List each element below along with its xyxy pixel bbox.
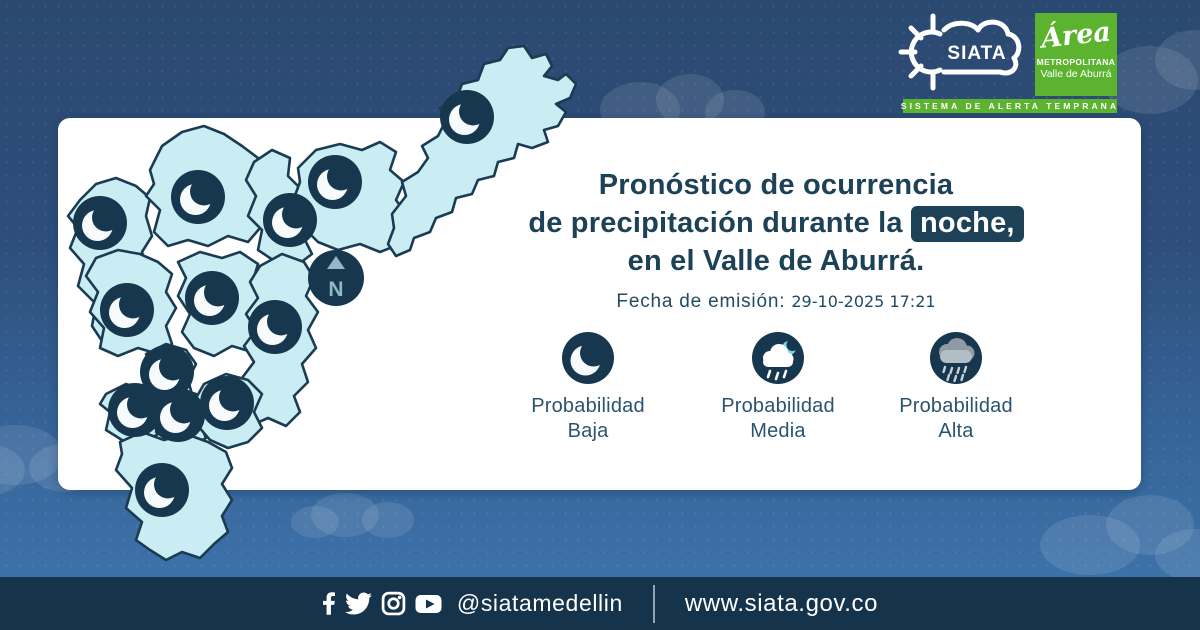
legend-label: Media (750, 420, 806, 442)
moon-icon (562, 332, 614, 384)
page-title: Pronóstico de ocurrencia de precipitació… (440, 166, 1112, 280)
title-line-1: Pronóstico de ocurrencia (598, 169, 954, 201)
sun-arc (908, 29, 943, 75)
footer-divider (652, 584, 655, 623)
legend-item-media: Probabilidad Media (683, 330, 873, 444)
legend-item-alta: Probabilidad Alta (861, 330, 1051, 444)
legend-label: Baja (567, 420, 609, 442)
cloud-heavy-rain-icon (930, 332, 982, 384)
siata-logo-text: SIATA (947, 43, 1006, 64)
sun-rays-icon (898, 13, 936, 91)
social-icons (322, 590, 442, 617)
instagram-icon[interactable] (381, 591, 406, 616)
footer-bar: @siatamedellin www.siata.gov.co (0, 577, 1200, 630)
website-link[interactable]: www.siata.gov.co (684, 589, 879, 617)
youtube-icon[interactable] (415, 594, 442, 614)
social-handle[interactable]: @siatamedellin (456, 590, 623, 616)
legend-item-baja: Probabilidad Baja (493, 330, 683, 444)
twitter-icon[interactable] (344, 590, 372, 617)
area-logo-valle: Valle de Aburrá (1040, 68, 1112, 80)
legend-label: Alta (938, 420, 974, 442)
emission-row: Fecha de emisión: 29-10-2025 17:21 (440, 291, 1112, 313)
legend-label: Probabilidad (531, 395, 645, 417)
cloud-moon-rain-icon (752, 332, 804, 384)
alert-banner: SISTEMA DE ALERTA TEMPRANA (900, 99, 1120, 113)
title-line-2: de precipitación durante la (528, 207, 903, 239)
highlight-badge: noche, (911, 206, 1024, 242)
legend-label: Probabilidad (721, 395, 835, 417)
emission-label: Fecha de emisión: (616, 291, 786, 312)
emission-datetime: 29-10-2025 17:21 (791, 292, 936, 311)
title-line-3: en el Valle de Aburrá. (627, 245, 925, 277)
headline-block: Pronóstico de ocurrencia de precipitació… (440, 166, 1112, 313)
siata-logo: SIATA (898, 13, 1022, 91)
cloud-outline-icon (941, 19, 1022, 76)
area-metropolitana-logo: Área METROPOLITANA Valle de Aburrá (1035, 13, 1117, 96)
area-logo-metro: METROPOLITANA (1036, 57, 1116, 67)
facebook-icon[interactable] (322, 591, 336, 616)
area-logo-script: Área (1039, 16, 1113, 55)
legend-label: Probabilidad (899, 395, 1013, 417)
